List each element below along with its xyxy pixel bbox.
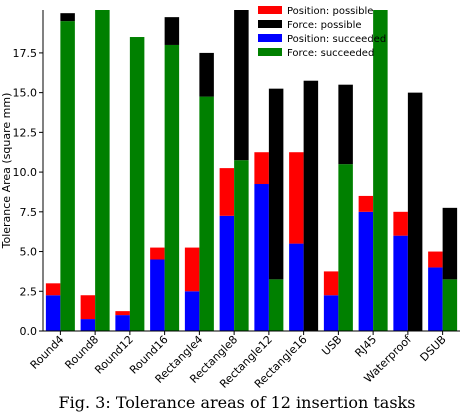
bar-position-possible-rectangle4 [184,247,200,292]
y-tick-label: 2.5 [20,285,38,298]
bar-position-possible-round16 [150,247,165,260]
bar-force-succeeded-dsub [442,279,458,331]
bar-position-possible-rectangle8 [219,168,235,216]
bar-position-succeeded-usb [323,295,339,331]
y-tick-label: 15.0 [13,87,38,100]
bar-position-succeeded-round16 [150,259,165,331]
bar-force-succeeded-round4 [60,21,75,332]
bar-force-possible-waterproof [407,92,423,331]
legend-label-position-possible: Position: possible [287,6,373,17]
y-tick-label: 17.5 [13,47,38,60]
bar-force-possible-round16 [164,17,180,45]
bar-force-succeeded-rectangle12 [268,279,284,331]
bar-position-possible-waterproof [393,211,408,236]
legend-label-force-succeeded: Force: succeeded [287,48,374,59]
legend-swatch-force-succeeded [258,48,282,56]
bar-force-possible-dsub [442,207,458,280]
bar-force-possible-rectangle12 [268,88,284,280]
bar-force-succeeded-rectangle8 [234,160,249,331]
y-tick-label: 0.0 [20,325,38,338]
bars-layer [45,10,458,332]
bar-position-possible-rectangle12 [254,152,269,185]
y-tick-label: 5.0 [20,246,38,259]
bar-position-succeeded-rectangle4 [184,291,200,331]
bar-force-possible-rectangle4 [199,52,214,97]
legend-swatch-position-possible [258,6,282,14]
bar-position-possible-round4 [45,283,61,296]
x-tick-label: RJ45 [352,333,379,360]
y-axis-label: Tolerance Area (square mm) [0,93,13,250]
bar-force-possible-rectangle8 [234,10,249,161]
x-tick-label: DSUB [418,333,449,364]
bar-force-succeeded-rectangle4 [199,96,214,331]
bar-force-succeeded-round12 [129,37,145,331]
legend-swatch-position-succeeded [258,34,282,42]
bar-force-succeeded-usb [338,164,353,331]
bar-position-succeeded-rectangle8 [219,215,235,331]
bar-position-possible-round12 [115,311,130,316]
bar-position-possible-round8 [80,295,96,320]
bar-position-possible-dsub [428,251,443,268]
bar-position-possible-rectangle16 [289,152,304,244]
bar-force-possible-rectangle16 [303,80,319,331]
legend: Position: possible Force: possible Positio… [258,6,386,59]
bar-force-succeeded-round16 [164,44,180,332]
y-tick-label: 12.5 [13,126,38,139]
bar-position-succeeded-round12 [115,315,130,331]
bar-position-succeeded-rj45 [358,211,374,331]
bar-position-succeeded-rectangle16 [289,243,304,331]
bar-position-possible-usb [323,271,339,296]
bar-position-succeeded-rectangle12 [254,184,269,331]
bar-force-succeeded-round8 [95,10,110,331]
y-tick-label: 7.5 [20,206,38,219]
bar-force-succeeded-rj45 [373,10,388,331]
legend-label-force-possible: Force: possible [287,20,362,31]
bar-position-succeeded-round4 [45,295,61,331]
bar-force-possible-usb [338,84,353,165]
bar-position-succeeded-dsub [428,267,443,331]
legend-swatch-force-possible [258,20,282,28]
bar-position-possible-rj45 [358,195,374,212]
y-tick-label: 10.0 [13,166,38,179]
legend-label-position-succeeded: Position: succeeded [287,34,386,45]
figure-caption: Fig. 3: Tolerance areas of 12 insertion … [58,393,416,412]
bar-position-succeeded-round8 [80,319,96,331]
x-tick-label: Round4 [28,333,67,372]
bar-position-succeeded-waterproof [393,235,408,331]
x-tick-label: USB [319,333,344,358]
bar-force-possible-round4 [60,13,75,22]
